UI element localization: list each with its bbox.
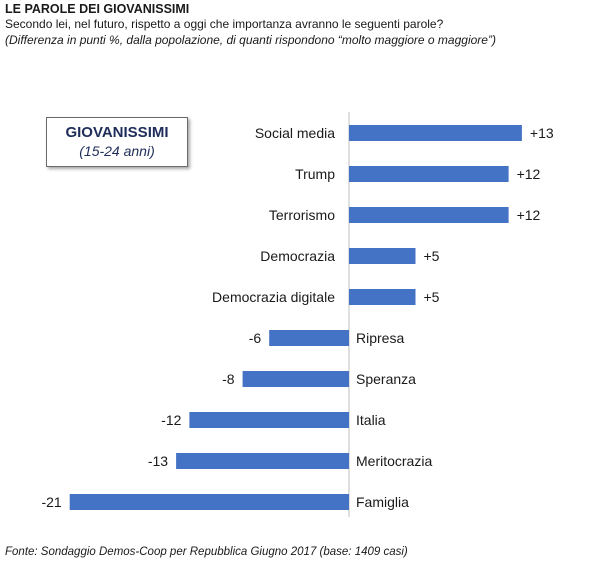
bar (349, 248, 416, 264)
bar (349, 207, 509, 223)
category-label: Terrorismo (269, 207, 335, 223)
chart-note: (Differenza in punti %, dalla popolazion… (5, 33, 496, 47)
value-label: -8 (222, 371, 235, 387)
category-label: Social media (255, 125, 335, 141)
category-label: Democrazia (260, 248, 335, 264)
chart-title: LE PAROLE DEI GIOVANISSIMI (5, 2, 190, 16)
source-note: Fonte: Sondaggio Demos-Coop per Repubbli… (5, 546, 408, 558)
value-label: +12 (517, 166, 541, 182)
category-label: Italia (356, 412, 386, 428)
legend-label: GIOVANISSIMI (65, 124, 169, 141)
bar (269, 330, 349, 346)
value-label: -13 (148, 453, 168, 469)
category-label: Democrazia digitale (212, 289, 335, 305)
bar (349, 125, 522, 141)
bar (69, 494, 349, 510)
value-label: -21 (41, 494, 61, 510)
category-label: Speranza (356, 371, 416, 387)
bar (189, 412, 349, 428)
category-label: Ripresa (356, 330, 404, 346)
value-label: -6 (249, 330, 262, 346)
survey-question: Secondo lei, nel futuro, rispetto a oggi… (5, 17, 444, 31)
value-label: +12 (517, 207, 541, 223)
bar (349, 166, 509, 182)
category-label: Trump (295, 166, 335, 182)
value-label: +5 (424, 289, 440, 305)
value-label: -12 (161, 412, 181, 428)
bar (349, 289, 416, 305)
value-label: +5 (424, 248, 440, 264)
bar (242, 371, 349, 387)
category-label: Famiglia (356, 494, 409, 510)
legend-sublabel: (15-24 anni) (79, 143, 155, 159)
legend-box: GIOVANISSIMI (15-24 anni) (46, 117, 188, 167)
category-label: Meritocrazia (356, 453, 432, 469)
bar (176, 453, 349, 469)
value-label: +13 (530, 125, 554, 141)
